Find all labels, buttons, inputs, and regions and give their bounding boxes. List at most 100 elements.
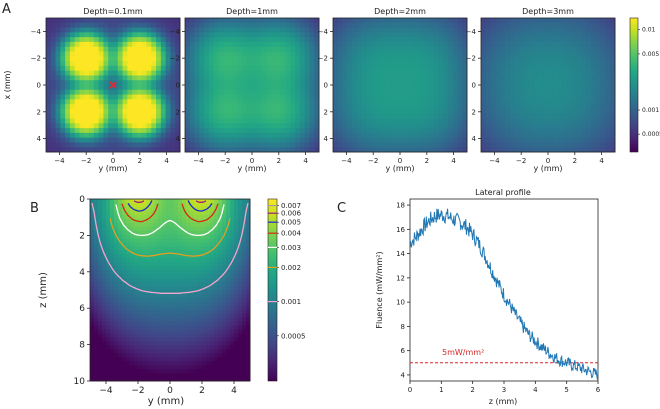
heatmap-cell — [206, 333, 211, 338]
heatmap-cell — [610, 32, 616, 38]
heatmap-cell — [127, 142, 133, 148]
heatmap-cell — [174, 313, 179, 319]
heatmap-cell — [198, 214, 203, 220]
heatmap-cell — [94, 337, 99, 342]
heatmap-cell — [146, 142, 152, 148]
heatmap-cell — [218, 313, 223, 319]
heatmap-cell — [198, 369, 203, 374]
heatmap-cell — [142, 309, 147, 315]
heatmap-cell — [134, 199, 139, 204]
heatmap-cell — [151, 46, 157, 52]
heatmap-cell — [90, 345, 95, 350]
y-tick-label: 2 — [176, 108, 180, 116]
heatmap-cell — [485, 22, 491, 28]
heatmap-cell — [504, 70, 511, 76]
heatmap-cell — [285, 85, 291, 91]
heatmap-cell — [576, 22, 582, 28]
heatmap-cell — [170, 234, 175, 239]
heatmap-cell — [266, 132, 272, 139]
heatmap-cell — [275, 113, 282, 119]
heatmap-cell — [366, 27, 372, 33]
heatmap-cell — [385, 70, 391, 76]
heatmap-cell — [567, 37, 573, 43]
heatmap-cell — [210, 321, 215, 327]
heatmap-cell — [151, 137, 157, 143]
heatmap-cell — [256, 108, 262, 115]
heatmap-cell — [271, 65, 277, 72]
heatmap-cell — [481, 41, 487, 48]
heatmap-cell — [595, 65, 602, 72]
heatmap-cell — [481, 70, 487, 76]
heatmap-cell — [226, 214, 231, 220]
heatmap-cell — [376, 80, 382, 86]
heatmap-cell — [170, 238, 175, 243]
heatmap-cell — [206, 278, 211, 283]
heatmap-cell — [89, 70, 95, 76]
heatmap-cell — [46, 22, 52, 28]
heatmap-cell — [204, 85, 210, 91]
heatmap-cell — [138, 282, 143, 287]
heatmap-cell — [202, 242, 207, 247]
heatmap-cell — [218, 75, 224, 81]
heatmap-cell — [433, 108, 439, 115]
heatmap-cell — [136, 65, 143, 72]
heatmap-cell — [457, 104, 463, 110]
heatmap-cell — [385, 46, 391, 52]
heatmap-cell — [481, 46, 487, 52]
heatmap-cell — [571, 56, 578, 62]
heatmap-cell — [218, 301, 223, 307]
heatmap-cell — [110, 317, 115, 323]
heatmap-cell — [352, 75, 358, 81]
heatmap-cell — [252, 128, 258, 134]
heatmap-cell — [290, 75, 296, 81]
heatmap-cell — [98, 301, 103, 307]
heatmap-cell — [304, 75, 310, 81]
heatmap-cell — [433, 37, 439, 43]
heatmap-cell — [504, 85, 511, 91]
heatmap-cell — [126, 309, 131, 315]
heatmap-cell — [347, 147, 353, 153]
heatmap-cell — [356, 85, 363, 91]
heatmap-cell — [138, 369, 143, 374]
heatmap-cell — [190, 262, 195, 267]
heatmap-cell — [154, 246, 159, 251]
heatmap-cell — [552, 128, 558, 134]
heatmap-cell — [557, 128, 563, 134]
heatmap-cell — [134, 206, 139, 212]
heatmap-cell — [190, 301, 195, 307]
heatmap-cell — [309, 61, 315, 67]
heatmap-cell — [256, 51, 262, 57]
heatmap-cell — [162, 199, 167, 204]
heatmap-cell — [134, 234, 139, 239]
heatmap-cell — [610, 123, 616, 129]
heatmap-cell — [156, 51, 162, 57]
heatmap-cell — [186, 286, 191, 291]
heatmap-cell — [208, 94, 215, 100]
heatmap-cell — [190, 270, 195, 275]
heatmap-cell — [113, 70, 119, 76]
heatmap-cell — [490, 51, 496, 57]
heatmap-cell — [352, 85, 358, 91]
heatmap-cell — [361, 37, 367, 43]
heatmap-cell — [134, 262, 139, 267]
heatmap-cell — [395, 70, 401, 76]
heatmap-cell — [228, 32, 234, 38]
heatmap-cell — [90, 293, 95, 299]
heatmap-cell — [462, 99, 468, 105]
heatmap-cell — [142, 226, 147, 232]
heatmap-cell — [182, 353, 187, 358]
heatmap-cell — [433, 65, 439, 72]
heatmap-cell — [202, 321, 207, 327]
heatmap-cell — [154, 341, 159, 346]
heatmap-cell — [208, 104, 215, 110]
heatmap-cell — [295, 80, 301, 86]
heatmap-cell — [600, 128, 606, 134]
heatmap-cell — [213, 37, 219, 43]
heatmap-cell — [126, 266, 131, 271]
heatmap-cell — [186, 365, 191, 370]
heatmap-cell — [90, 313, 95, 319]
heatmap-cell — [271, 132, 277, 139]
heatmap-cell — [103, 65, 109, 72]
heatmap-cell — [443, 61, 449, 67]
